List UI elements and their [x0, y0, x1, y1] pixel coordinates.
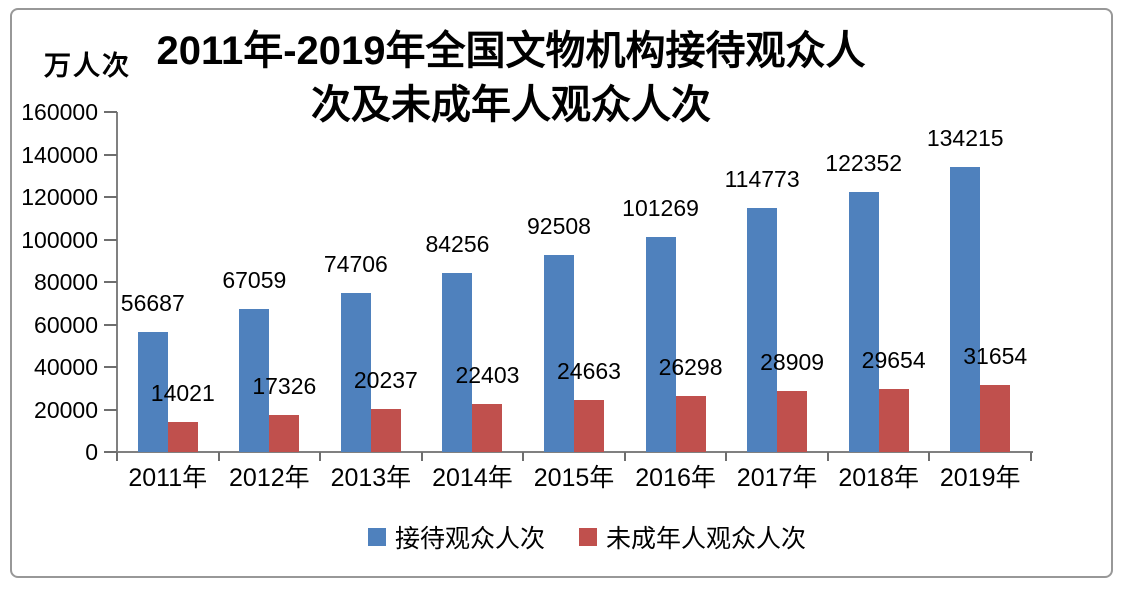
y-axis-tick	[104, 366, 117, 368]
bar-total-2011年	[137, 331, 168, 452]
bar-value-label: 26298	[658, 354, 723, 381]
bar-minor-2019年	[980, 384, 1011, 452]
bar-total-2012年	[239, 309, 270, 452]
y-axis-tick-label: 120000	[21, 184, 98, 210]
x-axis-tick	[826, 452, 829, 461]
bar-value-label: 122352	[825, 150, 903, 176]
x-axis-tick	[319, 452, 322, 461]
y-axis-tick-label: 20000	[34, 396, 98, 423]
bar-value-label: 134215	[926, 124, 1004, 151]
y-axis-tick	[104, 196, 117, 198]
x-axis-tick	[725, 452, 728, 461]
bar-minor-2012年	[269, 415, 300, 452]
bar-value-label: 114773	[724, 166, 800, 193]
legend-swatch-blue	[367, 528, 386, 546]
bar-value-label: 17326	[252, 373, 317, 400]
bar-total-2015年	[544, 255, 574, 452]
legend-item-minor-visitors: 未成年人观众人次	[579, 519, 806, 555]
x-axis-category-label: 2011年	[128, 464, 208, 492]
y-axis-tick	[104, 111, 117, 113]
x-axis-category-label: 2015年	[533, 464, 615, 492]
bar-total-2019年	[950, 166, 981, 452]
x-axis-category-label: 2013年	[330, 464, 412, 492]
bar-total-2017年	[747, 208, 778, 452]
y-axis-tick	[104, 408, 117, 411]
bar-value-label: 20237	[353, 366, 418, 393]
bar-total-2016年	[645, 236, 676, 452]
x-axis-tick	[522, 452, 525, 461]
bar-total-2018年	[848, 192, 879, 452]
chart-title-line2: 次及未成年人观众人次	[311, 83, 711, 127]
bar-minor-2014年	[472, 404, 503, 452]
bar-minor-2011年	[167, 422, 198, 452]
y-axis-tick-label: 60000	[34, 311, 98, 338]
legend-swatch-red	[579, 528, 597, 546]
y-axis-tick	[104, 281, 117, 283]
x-axis-category-label: 2014年	[432, 464, 513, 492]
x-axis-category-label: 2016年	[635, 464, 716, 492]
y-axis-tick-label: 160000	[21, 99, 98, 125]
bar-value-label: 74706	[323, 251, 388, 278]
bar-value-label: 24663	[557, 357, 621, 384]
x-axis-line	[117, 451, 1033, 453]
y-axis-tick	[104, 238, 117, 241]
bar-value-label: 31654	[963, 342, 1028, 369]
y-axis-tick-label: 80000	[34, 269, 98, 295]
legend-label-minor-visitors: 未成年人观众人次	[606, 525, 807, 553]
bar-minor-2018年	[878, 388, 909, 452]
bar-value-label: 92508	[527, 213, 591, 240]
chart-title-line1: 2011年-2019年全国文物机构接待观众人	[156, 29, 866, 73]
y-axis-unit-label: 万人次	[44, 51, 131, 81]
x-axis-tick	[928, 452, 931, 461]
bar-total-2013年	[340, 293, 371, 452]
y-axis-tick-label: 0	[85, 439, 98, 465]
x-axis-tick	[116, 452, 118, 461]
bar-minor-2017年	[777, 390, 808, 452]
legend: 接待观众人次 未成年人观众人次	[26, 519, 1122, 555]
y-axis-tick	[104, 451, 117, 453]
bar-value-label: 29654	[861, 346, 926, 373]
x-axis-tick	[1030, 452, 1032, 461]
bar-total-2014年	[442, 272, 473, 452]
bar-value-label: 84256	[425, 230, 490, 257]
x-axis-category-label: 2019年	[939, 464, 1021, 492]
x-axis-category-label: 2012年	[229, 464, 310, 492]
bar-value-label: 14021	[150, 380, 215, 407]
legend-item-total-visitors: 接待观众人次	[367, 519, 545, 555]
bar-minor-2016年	[675, 396, 706, 452]
chart-title: 2011年-2019年全国文物机构接待观众人 次及未成年人观众人次	[0, 24, 1022, 132]
bar-value-label: 22403	[455, 362, 520, 389]
x-axis-tick	[623, 452, 626, 461]
bar-value-label: 56687	[120, 289, 185, 316]
legend-label-total-visitors: 接待观众人次	[394, 525, 545, 553]
y-axis-line	[116, 112, 118, 454]
y-axis-tick	[104, 323, 117, 326]
x-axis-tick	[217, 452, 220, 461]
x-axis-tick	[420, 452, 423, 461]
x-axis-category-label: 2017年	[736, 464, 818, 492]
y-axis-tick-label: 40000	[34, 354, 98, 380]
x-axis-category-label: 2018年	[838, 464, 919, 492]
y-axis-tick-label: 100000	[21, 226, 98, 253]
bar-minor-2015年	[574, 399, 604, 452]
y-axis-tick	[104, 153, 117, 156]
bar-value-label: 101269	[622, 194, 699, 221]
bar-value-label: 28909	[760, 348, 825, 375]
bar-minor-2013年	[370, 408, 401, 452]
y-axis-tick-label: 140000	[21, 141, 98, 168]
bar-value-label: 67059	[222, 267, 287, 294]
